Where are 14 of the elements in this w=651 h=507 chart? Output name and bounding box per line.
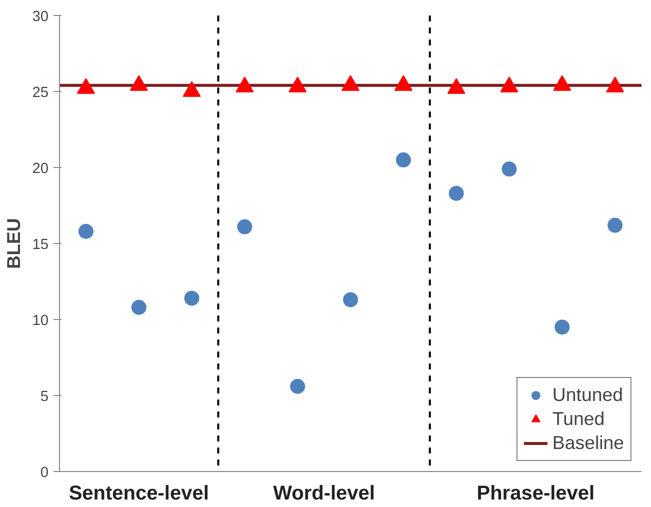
y-tick-label: 0 [40, 465, 49, 481]
y-tick-label: 30 [32, 9, 49, 25]
y-tick-label: 25 [32, 85, 49, 101]
legend-label: Baseline [552, 432, 624, 454]
y-tick-label: 15 [32, 237, 49, 253]
legend-label: Untuned [552, 384, 623, 406]
text: Phrase-level [476, 482, 595, 504]
text: Word-level [273, 482, 375, 504]
y-axis-title: BLEU [3, 218, 24, 269]
y-tick-label: 20 [32, 161, 49, 177]
y-tick-label: 5 [40, 389, 49, 405]
legend-label: Tuned [552, 408, 605, 430]
y-tick-label: 10 [32, 313, 49, 329]
text: Sentence-level [68, 482, 209, 504]
